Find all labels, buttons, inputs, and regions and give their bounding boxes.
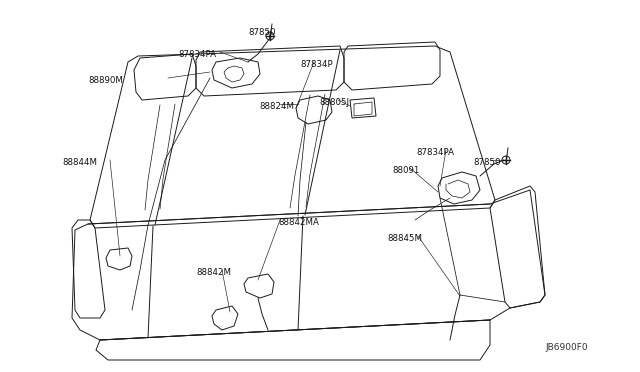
Text: 88824M: 88824M bbox=[259, 102, 294, 111]
Text: 88890M: 88890M bbox=[88, 76, 123, 85]
Text: 88091: 88091 bbox=[392, 166, 419, 175]
Text: JB6900F0: JB6900F0 bbox=[545, 343, 588, 352]
Text: 88845M: 88845M bbox=[387, 234, 422, 243]
Text: 87850: 87850 bbox=[473, 158, 500, 167]
Circle shape bbox=[502, 156, 510, 164]
Text: 87834PA: 87834PA bbox=[416, 148, 454, 157]
Text: 88844M: 88844M bbox=[62, 158, 97, 167]
Text: 88842MA: 88842MA bbox=[278, 218, 319, 227]
Text: 88805J: 88805J bbox=[319, 98, 349, 107]
Circle shape bbox=[266, 32, 274, 40]
Text: 88842M: 88842M bbox=[196, 268, 231, 277]
Text: 87834PA: 87834PA bbox=[178, 50, 216, 59]
Text: 87834P: 87834P bbox=[300, 60, 333, 69]
Text: 87850: 87850 bbox=[248, 28, 275, 37]
